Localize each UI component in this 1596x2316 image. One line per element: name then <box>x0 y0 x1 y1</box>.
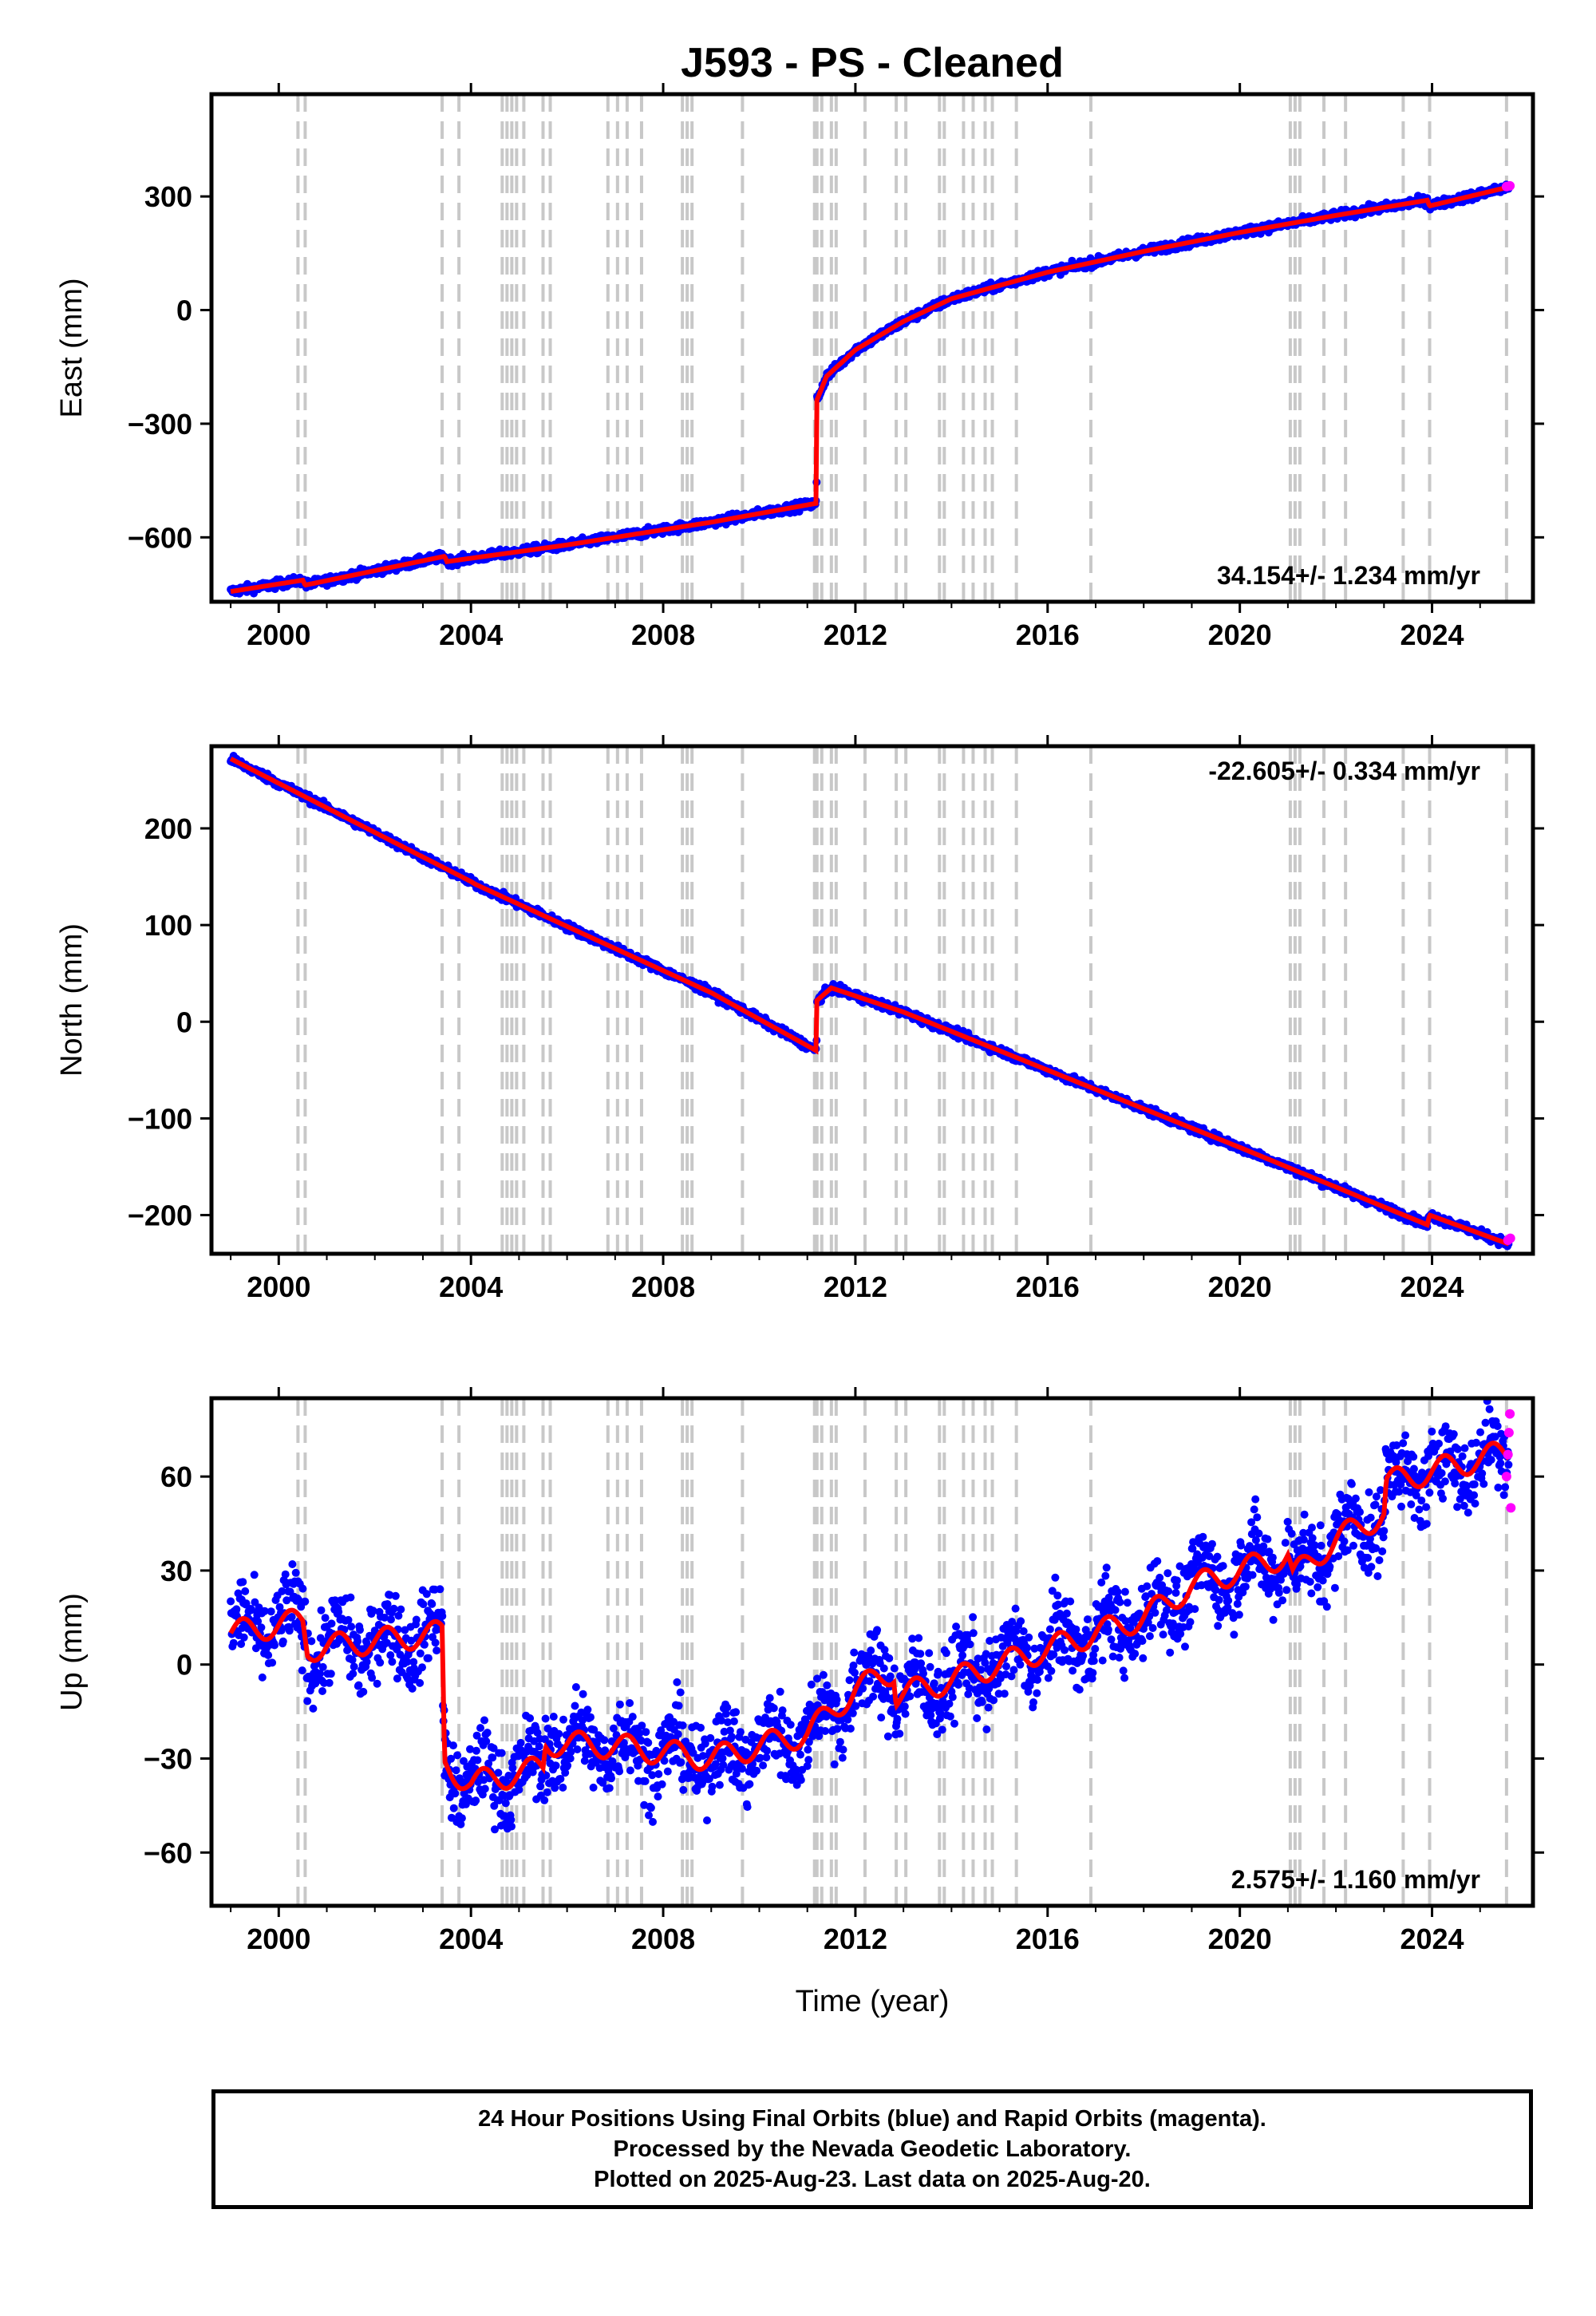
rate-label: 34.154+/- 1.234 mm/yr <box>1217 561 1480 590</box>
y-axis-label: North (mm) <box>55 923 89 1077</box>
data-point <box>356 1626 364 1634</box>
data-point <box>334 1607 343 1616</box>
final-orbit-points <box>227 180 1513 598</box>
data-point <box>346 1593 355 1602</box>
data-point <box>298 1584 307 1593</box>
data-point <box>268 1658 277 1667</box>
data-point <box>318 1687 326 1695</box>
data-point <box>239 1578 247 1587</box>
data-point <box>229 1638 238 1647</box>
rapid-orbit-point <box>1505 180 1515 191</box>
data-point <box>354 1681 363 1690</box>
model-fit-line <box>230 184 1510 595</box>
data-point <box>232 1605 241 1614</box>
data-point <box>318 1662 327 1671</box>
data-point <box>250 1571 259 1579</box>
data-point <box>391 1591 400 1600</box>
y-tick-label: 100 <box>144 909 192 942</box>
data-point <box>288 1560 297 1568</box>
x-tick-label: 2000 <box>247 1271 310 1303</box>
data-point <box>285 1626 294 1635</box>
x-tick-label: 2008 <box>631 619 695 651</box>
x-tick-label: 2008 <box>631 1271 695 1303</box>
data-point <box>373 1679 381 1688</box>
data-point <box>271 1641 279 1650</box>
rapid-orbit-point <box>1505 1233 1515 1243</box>
data-point <box>362 1658 371 1666</box>
data-point <box>354 1637 362 1646</box>
model-fit-line <box>229 757 1511 1247</box>
data-point <box>279 1637 287 1646</box>
data-point <box>264 1651 273 1659</box>
plot-area <box>227 94 1515 602</box>
data-point <box>298 1666 306 1675</box>
data-point <box>350 1662 358 1671</box>
x-tick-label: 2024 <box>1400 1271 1464 1303</box>
y-tick-label: 0 <box>176 1006 192 1038</box>
rate-label: -22.605+/- 0.334 mm/yr <box>1208 757 1480 785</box>
x-tick-label: 2016 <box>1016 1271 1080 1303</box>
data-point <box>309 1704 318 1713</box>
data-point <box>307 1637 316 1646</box>
data-point <box>325 1678 334 1687</box>
x-tick-label: 2000 <box>247 619 310 651</box>
data-point <box>347 1622 356 1631</box>
x-tick-label: 2012 <box>824 1271 887 1303</box>
y-tick-label: −300 <box>128 408 192 441</box>
chart-title: J593 - PS - Cleaned <box>681 40 1064 86</box>
data-point <box>301 1597 310 1606</box>
x-tick-label: 2020 <box>1208 619 1272 651</box>
y-tick-label: 300 <box>144 180 192 213</box>
data-point <box>239 1633 248 1642</box>
data-point <box>281 1570 290 1579</box>
y-tick-label: −100 <box>128 1102 192 1135</box>
data-point <box>291 1568 300 1577</box>
data-point <box>258 1673 267 1682</box>
x-tick-label: 2016 <box>1016 619 1080 651</box>
data-point <box>387 1615 395 1624</box>
data-point <box>349 1670 358 1678</box>
panel-up: 2000 2004 2008 2012 2016 2020 202460300−30−60U… <box>55 1387 1544 1955</box>
plot-area <box>227 746 1515 1254</box>
data-point <box>327 1619 336 1628</box>
y-tick-label: 0 <box>176 294 192 327</box>
panel-frame <box>209 92 1535 604</box>
data-point <box>321 1614 330 1622</box>
y-axis-label: East (mm) <box>55 278 89 417</box>
x-tick-label: 2004 <box>439 1271 503 1303</box>
plot-area <box>227 1398 1516 1906</box>
data-point <box>267 1607 275 1616</box>
data-point <box>241 1587 250 1595</box>
y-tick-label: −600 <box>128 521 192 554</box>
x-tick-label: 2024 <box>1400 619 1464 651</box>
data-point <box>317 1606 326 1614</box>
x-tick-label: 2020 <box>1208 1271 1272 1303</box>
data-point <box>388 1658 397 1666</box>
x-tick-label: 2012 <box>824 619 887 651</box>
y-tick-label: −200 <box>128 1199 192 1232</box>
data-point <box>348 1655 357 1664</box>
data-point <box>389 1604 398 1613</box>
data-point <box>227 1597 235 1606</box>
final-orbit-points <box>227 1398 1513 1834</box>
y-tick-label: 200 <box>144 812 192 845</box>
data-point <box>383 1600 392 1608</box>
data-point <box>359 1687 368 1696</box>
data-point <box>303 1697 312 1705</box>
panel-east: 2000 2004 2008 2012 2016 2020 2024 300 0 −300 −600… <box>55 83 1544 651</box>
data-point <box>376 1658 385 1667</box>
panel-north: 2000 2004 2008 2012 2016 2020 2024 200 100 0 −100 −… <box>55 735 1544 1303</box>
data-point <box>326 1670 335 1678</box>
x-tick-label: 2004 <box>439 619 503 651</box>
